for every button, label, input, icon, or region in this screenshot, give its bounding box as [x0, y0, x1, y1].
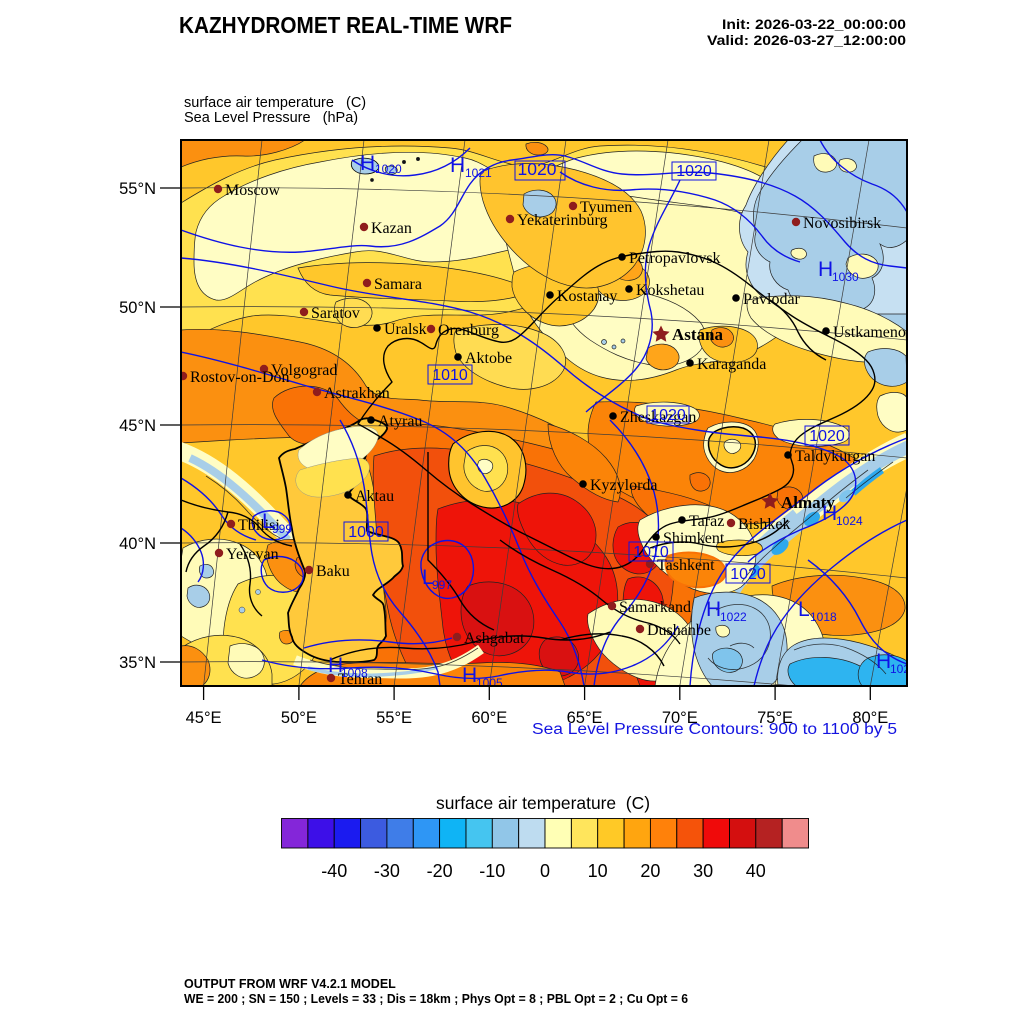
svg-text:Shimkent: Shimkent [663, 530, 725, 547]
svg-text:997: 997 [432, 578, 452, 592]
svg-text:Ustkamenogorsk: Ustkamenogorsk [833, 324, 941, 341]
svg-text:1010: 1010 [432, 367, 468, 384]
svg-text:55°N: 55°N [119, 180, 156, 198]
svg-text:L: L [262, 510, 274, 533]
svg-text:Tbilisi: Tbilisi [238, 517, 280, 534]
svg-text:1020: 1020 [375, 162, 402, 176]
svg-text:35°N: 35°N [119, 654, 156, 672]
svg-text:10: 10 [588, 861, 608, 881]
svg-text:Dushanbe: Dushanbe [647, 622, 711, 639]
svg-text:1020: 1020 [730, 566, 766, 583]
svg-text:Samarkand: Samarkand [619, 599, 691, 616]
svg-text:Atyrau: Atyrau [378, 413, 422, 430]
svg-text:Astrakhan: Astrakhan [324, 385, 390, 402]
svg-text:-10: -10 [479, 861, 505, 881]
svg-text:H: H [818, 258, 833, 281]
svg-text:1024: 1024 [836, 514, 863, 528]
svg-text:45°E: 45°E [186, 709, 222, 727]
svg-text:Kazan: Kazan [371, 220, 412, 237]
svg-text:Tyumen: Tyumen [580, 199, 632, 216]
svg-text:40: 40 [746, 861, 766, 881]
svg-text:H: H [876, 650, 891, 673]
svg-text:Ashgabat: Ashgabat [464, 630, 525, 647]
svg-text:50°E: 50°E [281, 709, 317, 727]
svg-text:Petropavlovsk: Petropavlovsk [629, 250, 721, 267]
svg-text:Taldykurgan: Taldykurgan [795, 448, 875, 465]
svg-text:50°N: 50°N [119, 299, 156, 317]
svg-text:1018: 1018 [810, 610, 837, 624]
svg-text:60°E: 60°E [471, 709, 507, 727]
svg-text:Sea Level Pressure Contours: 9: Sea Level Pressure Contours: 900 to 1100… [532, 721, 897, 738]
svg-text:Novosibirsk: Novosibirsk [803, 215, 881, 232]
svg-text:-40: -40 [321, 861, 347, 881]
svg-text:H: H [462, 664, 477, 687]
svg-text:0: 0 [540, 861, 550, 881]
svg-text:KAZHYDROMET REAL-TIME WRF: KAZHYDROMET REAL-TIME WRF [179, 12, 512, 38]
svg-text:Kyzylorda: Kyzylorda [590, 477, 658, 494]
svg-text:999: 999 [272, 522, 292, 536]
svg-text:45°N: 45°N [119, 417, 156, 435]
svg-text:Pavlodar: Pavlodar [743, 291, 801, 308]
svg-text:1020: 1020 [518, 159, 557, 179]
svg-text:Tehran: Tehran [338, 671, 382, 688]
svg-text:1008: 1008 [341, 666, 368, 680]
svg-text:Volgograd: Volgograd [271, 362, 337, 379]
svg-text:H: H [328, 654, 343, 677]
svg-text:40°N: 40°N [119, 535, 156, 553]
svg-text:1030: 1030 [832, 270, 859, 284]
svg-text:1010: 1010 [633, 544, 669, 561]
svg-text:Kokshetau: Kokshetau [636, 282, 704, 299]
svg-text:-30: -30 [374, 861, 400, 881]
svg-text:1020: 1020 [676, 163, 712, 180]
svg-text:Init: 2026-03-22_00:00:00: Init: 2026-03-22_00:00:00 [722, 16, 906, 32]
svg-text:Taraz: Taraz [689, 513, 724, 530]
svg-text:Zheskazgan: Zheskazgan [620, 409, 696, 426]
svg-text:1005: 1005 [476, 676, 503, 690]
svg-text:Aktau: Aktau [355, 488, 394, 505]
svg-text:L: L [422, 566, 434, 589]
svg-text:Orenburg: Orenburg [438, 322, 499, 339]
svg-text:Baku: Baku [316, 563, 350, 580]
svg-text:surface air temperature (C): surface air temperature (C) [184, 95, 366, 111]
svg-text:Moscow: Moscow [225, 182, 281, 199]
svg-text:1020: 1020 [650, 407, 686, 424]
svg-text:1022: 1022 [720, 610, 747, 624]
svg-text:Samara: Samara [374, 276, 422, 293]
svg-text:-20: -20 [427, 861, 453, 881]
svg-text:surface air temperature (C): surface air temperature (C) [436, 793, 650, 813]
svg-text:H: H [822, 502, 837, 525]
svg-text:65°E: 65°E [567, 709, 603, 727]
svg-text:Rostov-on-Don: Rostov-on-Don [190, 369, 290, 386]
svg-text:70°E: 70°E [662, 709, 698, 727]
svg-text:H: H [360, 152, 375, 175]
svg-text:Aktobe: Aktobe [465, 350, 512, 367]
svg-text:H: H [450, 154, 465, 177]
svg-text:80°E: 80°E [852, 709, 888, 727]
svg-text:55°E: 55°E [376, 709, 412, 727]
svg-text:Yekaterinburg: Yekaterinburg [517, 212, 608, 229]
svg-text:Uralsk: Uralsk [384, 321, 427, 338]
svg-text:Almaty: Almaty [781, 493, 835, 512]
svg-text:H: H [706, 598, 721, 621]
svg-text:30: 30 [693, 861, 713, 881]
svg-text:1020: 1020 [809, 428, 845, 445]
svg-text:L: L [798, 598, 810, 621]
svg-text:Saratov: Saratov [311, 305, 360, 322]
svg-text:Astana: Astana [672, 325, 724, 344]
svg-text:WE = 200 ; SN = 150 ; Levels =: WE = 200 ; SN = 150 ; Levels = 33 ; Dis … [184, 992, 688, 1006]
svg-text:Kostanay: Kostanay [557, 288, 617, 305]
svg-text:Yerevan: Yerevan [226, 546, 279, 563]
svg-text:20: 20 [640, 861, 660, 881]
svg-text:1028: 1028 [890, 662, 917, 676]
svg-text:1000: 1000 [348, 524, 384, 541]
svg-text:75°E: 75°E [757, 709, 793, 727]
svg-text:Karaganda: Karaganda [697, 356, 766, 373]
svg-text:1021: 1021 [465, 166, 492, 180]
svg-text:OUTPUT FROM WRF V4.2.1 MODEL: OUTPUT FROM WRF V4.2.1 MODEL [184, 977, 396, 991]
svg-text:Sea Level Pressure (hPa): Sea Level Pressure (hPa) [184, 110, 358, 126]
svg-text:Bishkek: Bishkek [738, 516, 790, 533]
svg-text:Valid: 2026-03-27_12:00:00: Valid: 2026-03-27_12:00:00 [707, 32, 906, 48]
